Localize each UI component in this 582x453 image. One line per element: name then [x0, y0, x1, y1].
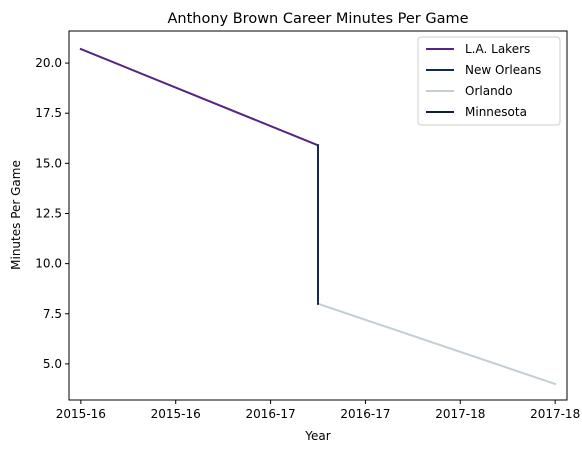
y-axis-label: Minutes Per Game	[9, 160, 23, 270]
legend-label-3: Minnesota	[465, 105, 527, 119]
x-tick-label: 2015-16	[151, 407, 201, 421]
x-axis: 2015-16 2015-16 2016-17 2016-17 2017-18 2017-…	[56, 400, 580, 421]
y-tick-label: 7.5	[43, 307, 62, 321]
x-tick-label: 2016-17	[340, 407, 390, 421]
x-axis-label: Year	[304, 429, 330, 443]
legend-label-2: Orlando	[465, 84, 513, 98]
chart-title: Anthony Brown Career Minutes Per Game	[168, 11, 469, 27]
legend-box	[417, 36, 561, 126]
y-tick-label: 10.0	[35, 257, 62, 271]
series-line-0	[79, 47, 320, 147]
legend-label-1: New Orleans	[465, 63, 541, 77]
plot-area	[68, 30, 568, 401]
axes-frame	[68, 30, 568, 401]
y-tick-label: 17.5	[35, 106, 62, 120]
y-tick-label: 15.0	[35, 156, 62, 170]
x-tick-label: 2015-16	[56, 407, 106, 421]
x-tick-label: 2016-17	[246, 407, 296, 421]
x-tick-label: 2017-18	[435, 407, 485, 421]
x-tick-label: 2017-18	[530, 407, 580, 421]
y-tick-label: 20.0	[35, 56, 62, 70]
legend-label-0: L.A. Lakers	[465, 42, 530, 56]
y-tick-label: 5.0	[43, 357, 62, 371]
series-line-2	[316, 302, 557, 386]
legend: L.A. Lakers New Orleans Orlando Minnesota	[417, 36, 561, 126]
y-tick-label: 12.5	[35, 206, 62, 220]
y-axis: 5.0 7.5 10.0 12.5 15.0 17.5 20.0	[35, 56, 69, 371]
